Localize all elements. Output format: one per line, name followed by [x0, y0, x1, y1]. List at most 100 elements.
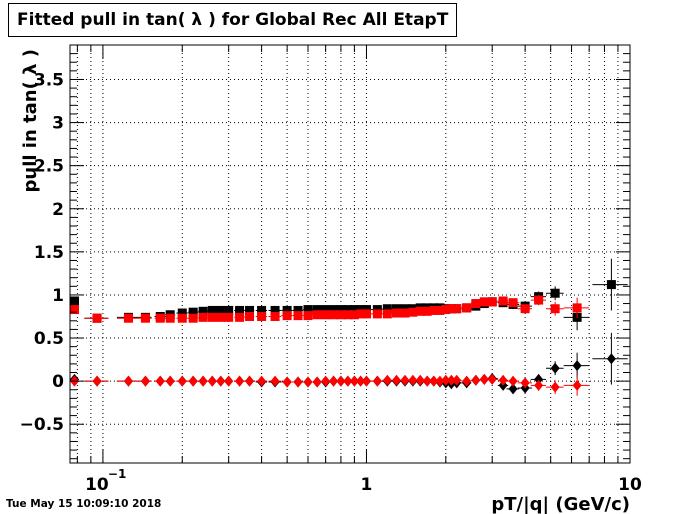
data-point — [198, 375, 208, 387]
data-point — [372, 309, 382, 319]
data-markers — [69, 258, 628, 396]
data-point — [550, 304, 560, 314]
data-point — [441, 305, 451, 315]
data-point — [312, 310, 322, 320]
axis-ticks — [70, 44, 631, 463]
data-point — [198, 306, 208, 316]
data-point — [165, 375, 175, 387]
data-point — [550, 362, 560, 374]
data-point — [508, 375, 518, 387]
data-point — [303, 305, 313, 315]
data-point — [312, 305, 322, 315]
data-point — [224, 312, 234, 322]
x-tick-label: 10 — [618, 475, 642, 495]
data-point — [321, 305, 331, 315]
data-point — [216, 312, 226, 322]
data-point — [343, 310, 353, 320]
data-point — [462, 303, 472, 313]
data-point — [382, 374, 392, 386]
y-tick-label: −0.5 — [20, 415, 64, 435]
data-point — [415, 306, 425, 316]
data-point — [400, 374, 410, 386]
data-point — [498, 296, 508, 306]
data-point — [329, 305, 339, 315]
data-point — [520, 377, 530, 389]
data-point — [177, 313, 187, 323]
data-point — [293, 311, 303, 321]
data-point — [321, 375, 331, 387]
data-point — [471, 374, 481, 386]
data-point — [400, 308, 410, 318]
data-point — [422, 306, 432, 316]
data-point — [140, 313, 150, 323]
series-3-diamond-red — [69, 373, 590, 396]
data-point — [303, 311, 313, 321]
data-point — [452, 374, 462, 386]
data-point — [391, 374, 401, 386]
data-point — [435, 375, 445, 387]
data-point — [140, 375, 150, 387]
x-tick-label: 1 — [361, 475, 373, 495]
data-point — [198, 312, 208, 322]
data-point — [123, 375, 133, 387]
data-point — [452, 304, 462, 314]
data-point — [408, 307, 418, 317]
data-point — [606, 353, 616, 365]
data-point — [441, 374, 451, 386]
y-tick-label: 2 — [52, 200, 64, 220]
data-point — [270, 375, 280, 387]
data-point — [336, 305, 346, 315]
data-point — [177, 375, 187, 387]
data-point — [349, 310, 359, 320]
data-point — [382, 304, 392, 314]
series-1-square-red — [69, 294, 590, 323]
x-tick-labels: 10−11 10 — [85, 467, 642, 495]
data-point — [415, 374, 425, 386]
y-tick-label: 3 — [52, 114, 64, 134]
data-point — [188, 307, 198, 317]
data-point — [408, 374, 418, 386]
data-point — [282, 311, 292, 321]
y-tick-label: 3.5 — [34, 70, 64, 90]
x-tick-exponent: −1 — [108, 467, 126, 481]
data-point — [422, 375, 432, 387]
data-point — [479, 297, 489, 307]
data-point — [270, 305, 280, 315]
data-point — [534, 295, 544, 305]
data-point — [235, 305, 245, 315]
data-point — [572, 379, 582, 391]
data-point — [435, 305, 445, 315]
data-point — [188, 313, 198, 323]
data-point — [487, 373, 497, 385]
data-point — [550, 381, 560, 393]
data-point — [343, 305, 353, 315]
data-point — [207, 375, 217, 387]
y-axis-title: pull in tan( λ ) — [20, 49, 41, 193]
data-point — [216, 305, 226, 315]
data-point — [336, 375, 346, 387]
data-point — [216, 375, 226, 387]
data-point — [479, 373, 489, 385]
data-point — [429, 305, 439, 315]
data-point — [257, 305, 267, 315]
data-point — [257, 311, 267, 321]
data-point — [471, 299, 481, 309]
data-point — [245, 305, 255, 315]
data-point — [69, 296, 79, 306]
data-point — [498, 374, 508, 386]
x-tick-label: 10 — [85, 475, 109, 495]
grid-lines — [70, 45, 631, 463]
data-point — [572, 303, 582, 313]
data-point — [520, 304, 530, 314]
data-point — [329, 310, 339, 320]
data-point — [155, 375, 165, 387]
data-point — [391, 308, 401, 318]
y-tick-label: 2.5 — [34, 157, 64, 177]
series-0-square-black — [69, 258, 628, 331]
data-point — [207, 312, 217, 322]
y-tick-label: 0 — [52, 372, 64, 392]
data-point — [462, 375, 472, 387]
data-point — [165, 313, 175, 323]
data-point — [508, 383, 518, 395]
data-point — [550, 288, 560, 298]
